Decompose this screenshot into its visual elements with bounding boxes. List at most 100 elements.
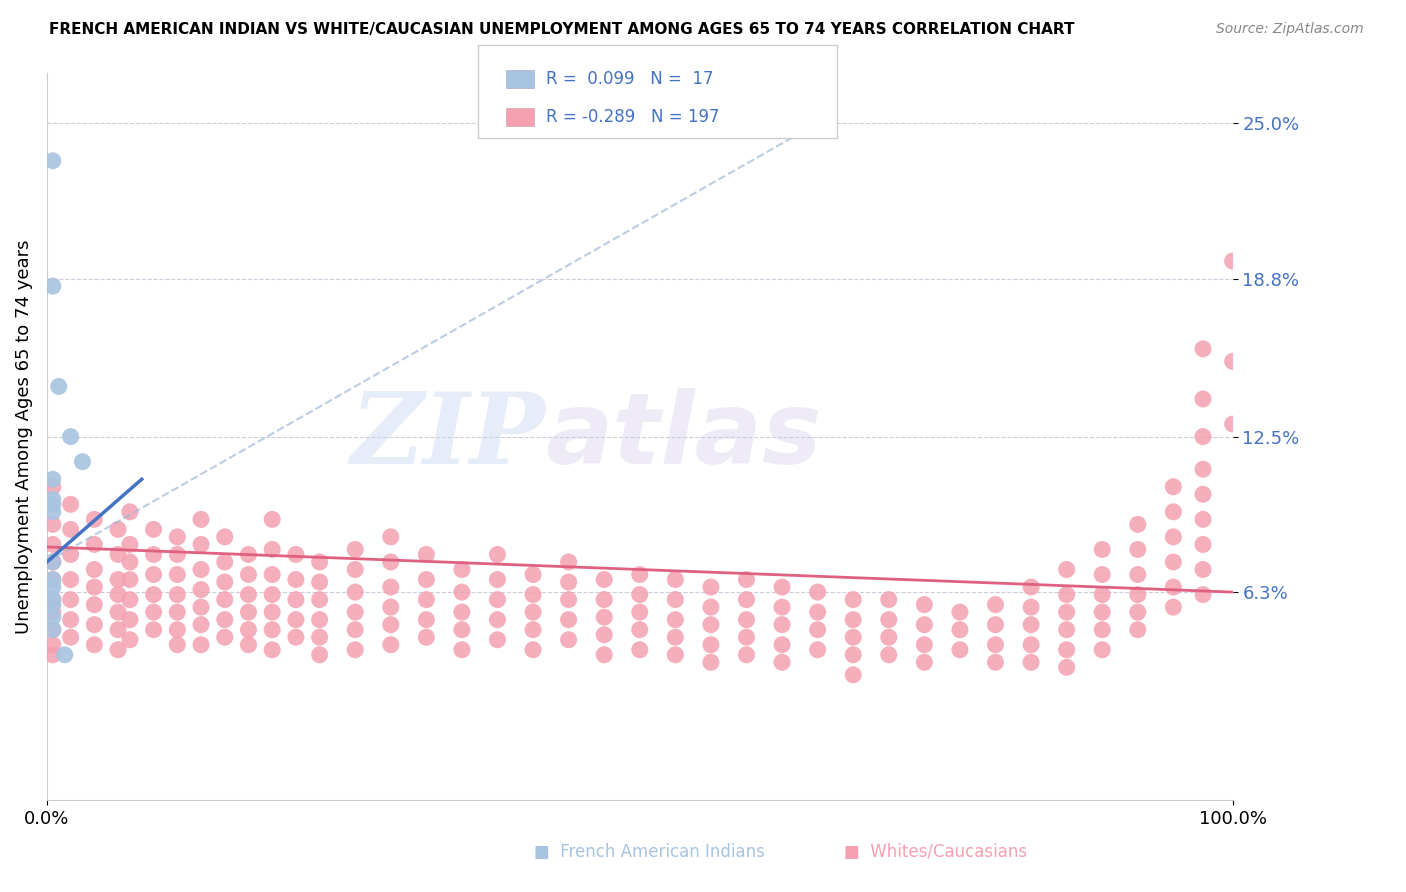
Text: FRENCH AMERICAN INDIAN VS WHITE/CAUCASIAN UNEMPLOYMENT AMONG AGES 65 TO 74 YEARS: FRENCH AMERICAN INDIAN VS WHITE/CAUCASIA… xyxy=(49,22,1074,37)
Point xyxy=(593,610,616,624)
Point xyxy=(238,548,260,562)
Point xyxy=(1091,588,1114,602)
Point xyxy=(949,605,972,619)
Point xyxy=(308,555,330,569)
Point xyxy=(1163,480,1185,494)
Point xyxy=(664,573,686,587)
Point xyxy=(59,497,82,511)
Point xyxy=(190,582,212,597)
Point xyxy=(1163,580,1185,594)
Point xyxy=(486,632,509,647)
Point xyxy=(42,153,65,168)
Point xyxy=(807,642,830,657)
Point xyxy=(1192,392,1215,406)
Point xyxy=(557,632,579,647)
Point xyxy=(107,623,129,637)
Point xyxy=(344,542,367,557)
Point xyxy=(42,610,65,624)
Point xyxy=(42,555,65,569)
Point xyxy=(190,617,212,632)
Point xyxy=(700,580,723,594)
Point xyxy=(700,617,723,632)
Point xyxy=(344,562,367,576)
Point xyxy=(380,555,402,569)
Point xyxy=(1056,562,1078,576)
Point xyxy=(628,567,651,582)
Point xyxy=(1056,642,1078,657)
Point xyxy=(380,600,402,615)
Point xyxy=(1192,342,1215,356)
Point xyxy=(1126,517,1149,532)
Point xyxy=(284,548,307,562)
Point xyxy=(842,613,865,627)
Point xyxy=(59,548,82,562)
Point xyxy=(1163,555,1185,569)
Point xyxy=(142,623,165,637)
Point xyxy=(42,580,65,594)
Point xyxy=(664,613,686,627)
Point xyxy=(166,623,188,637)
Point xyxy=(284,573,307,587)
Point xyxy=(284,592,307,607)
Point xyxy=(190,537,212,551)
Point xyxy=(344,623,367,637)
Point xyxy=(380,617,402,632)
Point xyxy=(1126,542,1149,557)
Point xyxy=(700,655,723,669)
Point xyxy=(451,623,474,637)
Point xyxy=(118,537,141,551)
Point xyxy=(380,580,402,594)
Point xyxy=(166,548,188,562)
Point xyxy=(1091,542,1114,557)
Point xyxy=(42,638,65,652)
Point xyxy=(107,573,129,587)
Point xyxy=(1126,588,1149,602)
Point xyxy=(59,613,82,627)
Point xyxy=(451,585,474,599)
Point xyxy=(308,630,330,644)
Point xyxy=(83,512,105,526)
Point xyxy=(83,562,105,576)
Point xyxy=(214,575,236,590)
Point xyxy=(166,588,188,602)
Point xyxy=(912,598,935,612)
Point xyxy=(42,573,65,587)
Point xyxy=(83,638,105,652)
Point xyxy=(42,537,65,551)
Point xyxy=(486,573,509,587)
Point xyxy=(262,605,284,619)
Point xyxy=(42,648,65,662)
Point xyxy=(238,605,260,619)
Point xyxy=(42,279,65,293)
Point xyxy=(380,638,402,652)
Point xyxy=(238,567,260,582)
Point xyxy=(118,505,141,519)
Point xyxy=(308,592,330,607)
Point xyxy=(1222,254,1244,268)
Point xyxy=(770,600,793,615)
Point xyxy=(451,562,474,576)
Point xyxy=(912,655,935,669)
Point xyxy=(770,617,793,632)
Point xyxy=(214,530,236,544)
Point xyxy=(700,600,723,615)
Point xyxy=(42,555,65,569)
Point xyxy=(735,630,758,644)
Point xyxy=(1222,417,1244,431)
Point xyxy=(593,628,616,642)
Point xyxy=(877,648,900,662)
Point xyxy=(984,598,1007,612)
Point xyxy=(877,630,900,644)
Point xyxy=(344,642,367,657)
Point xyxy=(190,600,212,615)
Point xyxy=(1019,580,1042,594)
Point xyxy=(238,638,260,652)
Point xyxy=(214,613,236,627)
Point xyxy=(1091,605,1114,619)
Point xyxy=(1019,655,1042,669)
Point xyxy=(59,522,82,536)
Point xyxy=(557,555,579,569)
Point xyxy=(770,638,793,652)
Point xyxy=(142,548,165,562)
Point xyxy=(59,429,82,443)
